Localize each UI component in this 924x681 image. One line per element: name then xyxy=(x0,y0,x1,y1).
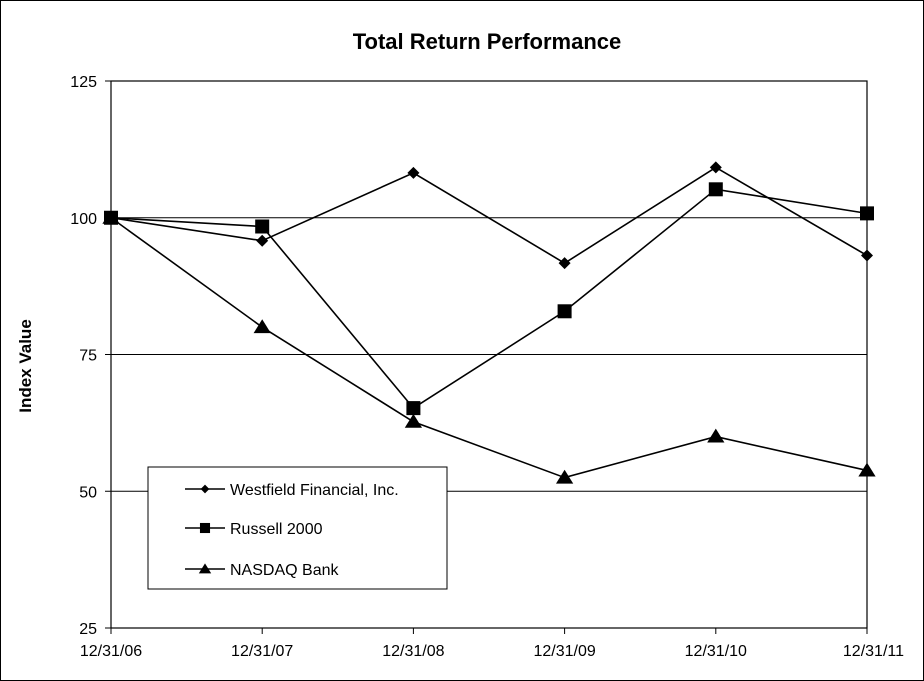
x-tick-label: 12/31/10 xyxy=(685,643,747,660)
data-point-triangle xyxy=(404,413,423,428)
x-tick-label: 12/31/11 xyxy=(843,643,904,660)
legend: Westfield Financial, Inc. Russell 2000 NAS… xyxy=(147,466,448,590)
y-tick-label: 125 xyxy=(70,74,97,91)
data-point-diamond xyxy=(861,249,873,262)
legend-marker-diamond xyxy=(200,484,210,494)
legend-label: Russell 2000 xyxy=(230,521,323,538)
data-point-square xyxy=(708,182,723,197)
y-axis-ticks: 25 50 75 100 125 xyxy=(70,74,111,638)
x-tick-label: 12/31/07 xyxy=(231,643,293,660)
y-tick-label: 25 xyxy=(79,621,97,638)
legend-entry: NASDAQ Bank xyxy=(185,562,339,579)
data-point-triangle xyxy=(253,319,271,334)
data-point-square xyxy=(557,304,572,319)
series-group xyxy=(102,161,876,484)
data-point-triangle xyxy=(102,209,120,224)
series-2 xyxy=(102,209,876,484)
data-point-diamond xyxy=(407,166,420,179)
data-point-square xyxy=(255,219,270,234)
legend-entry: Russell 2000 xyxy=(185,521,323,538)
x-tick-label: 12/31/09 xyxy=(533,643,595,660)
legend-label: Westfield Financial, Inc. xyxy=(230,482,399,499)
y-tick-label: 75 xyxy=(79,348,97,365)
data-point-square xyxy=(406,401,421,416)
series-line xyxy=(110,217,868,479)
data-point-diamond xyxy=(709,161,722,174)
x-tick-label: 12/31/06 xyxy=(80,643,142,660)
data-point-triangle xyxy=(707,428,725,443)
data-point-triangle xyxy=(858,462,876,477)
legend-label: NASDAQ Bank xyxy=(230,562,339,579)
data-point-diamond xyxy=(558,257,571,270)
data-point-square xyxy=(860,206,874,221)
chart-title: Total Return Performance xyxy=(353,29,622,54)
y-tick-label: 100 xyxy=(70,211,97,228)
legend-marker-square xyxy=(199,522,211,534)
y-axis-label: Index Value xyxy=(16,319,35,413)
legend-marker-triangle xyxy=(198,563,212,574)
x-tick-label: 12/31/08 xyxy=(382,643,444,660)
series-0 xyxy=(105,161,873,270)
series-line xyxy=(110,166,868,265)
data-point-diamond xyxy=(256,234,269,247)
series-line xyxy=(110,188,868,410)
legend-entry: Westfield Financial, Inc. xyxy=(185,482,399,499)
y-tick-label: 50 xyxy=(79,484,97,501)
x-axis-ticks: 12/31/06 12/31/07 12/31/08 12/31/09 12/31/10… xyxy=(80,628,904,660)
data-point-triangle xyxy=(555,469,574,484)
